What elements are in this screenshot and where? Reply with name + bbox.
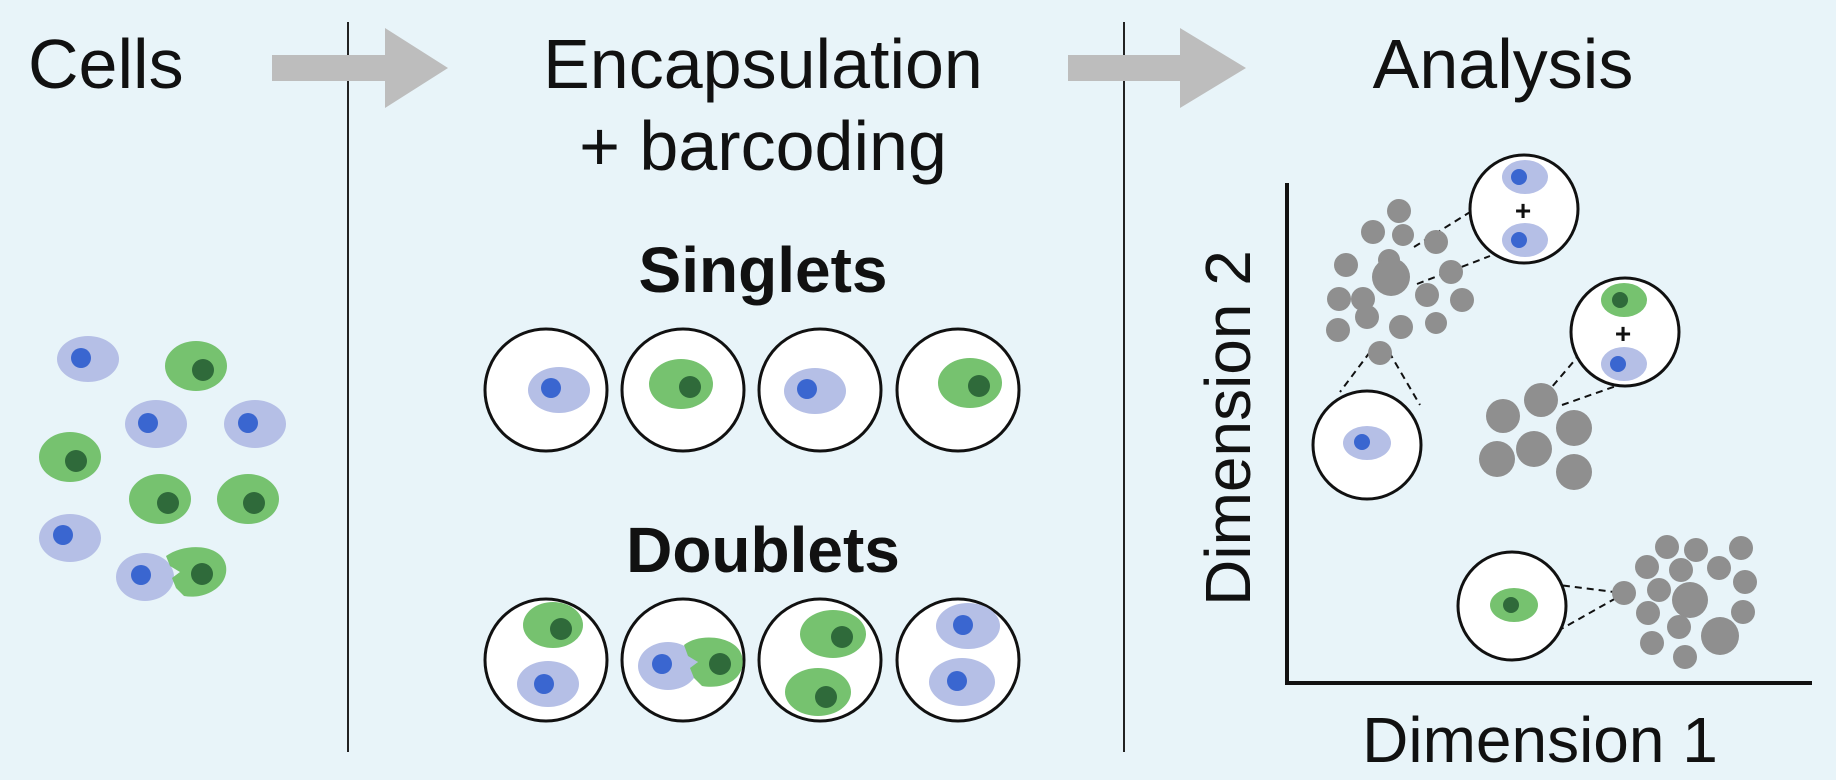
droplet bbox=[1468, 153, 1580, 265]
data-dot bbox=[1424, 230, 1448, 254]
doublet-droplets bbox=[483, 597, 1021, 723]
data-dot bbox=[1733, 570, 1757, 594]
blue-nucleus bbox=[138, 413, 158, 433]
arrow-right-icon bbox=[1068, 28, 1246, 108]
blue-nucleus bbox=[534, 674, 554, 694]
data-dot bbox=[1334, 253, 1358, 277]
data-dot bbox=[1392, 224, 1414, 246]
cluster-doublets-blue bbox=[1326, 199, 1474, 365]
blue-nucleus bbox=[1610, 356, 1626, 372]
step-encapsulation-title: Encapsulation bbox=[543, 25, 983, 103]
data-dot bbox=[1556, 410, 1592, 446]
green-nucleus bbox=[65, 450, 87, 472]
data-dot bbox=[1667, 615, 1691, 639]
blue-nucleus bbox=[71, 348, 91, 368]
data-dot bbox=[1684, 538, 1708, 562]
x-axis-label: Dimension 1 bbox=[1362, 704, 1718, 776]
green-nucleus bbox=[709, 653, 731, 675]
data-dot bbox=[1368, 341, 1392, 365]
blue-nucleus bbox=[1511, 232, 1527, 248]
data-dot bbox=[1707, 556, 1731, 580]
step-barcoding-subtitle: + barcoding bbox=[579, 107, 947, 185]
plus-sign: + bbox=[1515, 195, 1531, 226]
cells-cluster bbox=[39, 336, 286, 601]
green-nucleus bbox=[1612, 292, 1628, 308]
data-dot bbox=[1672, 582, 1708, 618]
data-dot bbox=[1524, 383, 1558, 417]
green-nucleus bbox=[1503, 597, 1519, 613]
droplet bbox=[1569, 276, 1681, 388]
data-dot bbox=[1387, 199, 1411, 223]
data-dot bbox=[1361, 220, 1385, 244]
callout-mixed-doublet: + bbox=[1569, 276, 1681, 388]
green-nucleus bbox=[550, 618, 572, 640]
data-dot bbox=[1415, 283, 1439, 307]
cluster-singlets-green bbox=[1612, 535, 1757, 669]
blue-nucleus bbox=[797, 379, 817, 399]
green-nucleus bbox=[815, 686, 837, 708]
singlets-heading: Singlets bbox=[639, 234, 888, 306]
data-dot bbox=[1327, 287, 1351, 311]
data-dot bbox=[1729, 536, 1753, 560]
data-dot bbox=[1326, 318, 1350, 342]
data-dot bbox=[1731, 600, 1755, 624]
data-dot bbox=[1647, 578, 1671, 602]
blue-nucleus bbox=[131, 565, 151, 585]
step-cells-title: Cells bbox=[28, 25, 184, 103]
green-nucleus bbox=[968, 375, 990, 397]
y-axis-label: Dimension 2 bbox=[1192, 250, 1264, 606]
data-dot bbox=[1556, 454, 1592, 490]
data-dot bbox=[1425, 312, 1447, 334]
blue-nucleus bbox=[1354, 434, 1370, 450]
cluster-doublets-mixed bbox=[1479, 383, 1592, 490]
green-nucleus bbox=[243, 492, 265, 514]
data-dot bbox=[1612, 581, 1636, 605]
callout-green-singlet bbox=[1456, 550, 1568, 662]
green-nucleus bbox=[191, 563, 213, 585]
data-dot bbox=[1673, 645, 1697, 669]
data-dot bbox=[1450, 288, 1474, 312]
plus-sign: + bbox=[1615, 318, 1631, 349]
callout-blue-singlet bbox=[1311, 389, 1423, 501]
data-dot bbox=[1372, 258, 1410, 296]
data-dot bbox=[1635, 555, 1659, 579]
data-dot bbox=[1486, 399, 1520, 433]
green-nucleus bbox=[157, 492, 179, 514]
data-dot bbox=[1640, 631, 1664, 655]
analysis-plot: Dimension 1 Dimension 2 bbox=[1192, 153, 1812, 776]
blue-nucleus bbox=[53, 525, 73, 545]
data-dot bbox=[1655, 535, 1679, 559]
blue-nucleus bbox=[1511, 169, 1527, 185]
data-dot bbox=[1439, 260, 1463, 284]
green-nucleus bbox=[679, 376, 701, 398]
step-analysis-title: Analysis bbox=[1373, 25, 1634, 103]
blue-nucleus bbox=[238, 413, 258, 433]
data-dot bbox=[1701, 617, 1739, 655]
data-dot bbox=[1389, 315, 1413, 339]
blue-nucleus bbox=[953, 615, 973, 635]
callout-blue-doublet: + bbox=[1468, 153, 1580, 265]
data-dot bbox=[1636, 601, 1660, 625]
singlet-droplets bbox=[483, 327, 1021, 453]
data-dot bbox=[1516, 431, 1552, 467]
data-dot bbox=[1669, 558, 1693, 582]
blue-nucleus bbox=[947, 671, 967, 691]
blue-nucleus bbox=[541, 378, 561, 398]
green-nucleus bbox=[192, 359, 214, 381]
green-nucleus bbox=[831, 626, 853, 648]
doublets-heading: Doublets bbox=[626, 514, 900, 586]
data-dot bbox=[1351, 287, 1375, 311]
blue-nucleus bbox=[652, 654, 672, 674]
arrow-right-icon bbox=[272, 28, 448, 108]
data-dot bbox=[1479, 441, 1515, 477]
data-dot bbox=[1355, 305, 1379, 329]
